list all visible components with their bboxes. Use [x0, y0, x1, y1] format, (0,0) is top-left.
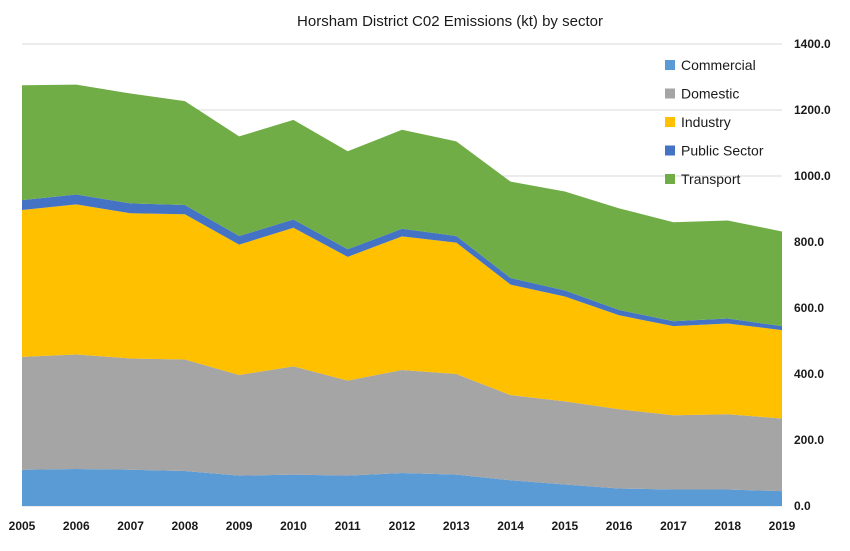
x-tick-label: 2014: [497, 519, 524, 533]
y-tick-label: 1000.0: [794, 169, 831, 183]
area-commercial: [22, 469, 782, 506]
area-industry: [22, 204, 782, 419]
chart-title: Horsham District C02 Emissions (kt) by s…: [297, 13, 603, 30]
x-tick-label: 2005: [9, 519, 36, 533]
legend: Commercial Domestic Industry Public Sector T…: [665, 57, 764, 187]
x-tick-label: 2019: [769, 519, 796, 533]
legend-swatch: [665, 145, 675, 156]
x-tick-label: 2015: [552, 519, 579, 533]
y-tick-label: 400.0: [794, 367, 824, 381]
x-tick-label: 2006: [63, 519, 90, 533]
area-domestic: [22, 354, 782, 492]
x-tick-label: 2012: [389, 519, 416, 533]
x-tick-label: 2009: [226, 519, 253, 533]
x-tick-label: 2013: [443, 519, 470, 533]
x-tick-label: 2008: [172, 519, 199, 533]
y-tick-label: 600.0: [794, 301, 824, 315]
x-tick-label: 2016: [606, 519, 633, 533]
x-axis-ticks: 2005 2006 2007 2008 2009 2010 2011 2012 2013 2014…: [9, 519, 796, 533]
legend-item: Domestic: [665, 86, 739, 102]
y-tick-label: 800.0: [794, 235, 824, 249]
legend-label: Public Sector: [681, 143, 764, 159]
y-tick-label: 0.0: [794, 499, 811, 513]
legend-label: Industry: [681, 114, 731, 130]
legend-item: Transport: [665, 171, 741, 187]
x-tick-label: 2010: [280, 519, 307, 533]
legend-label: Transport: [681, 171, 741, 187]
area-transport: [22, 84, 782, 327]
legend-swatch: [665, 88, 675, 99]
x-tick-label: 2007: [117, 519, 144, 533]
legend-swatch: [665, 117, 675, 127]
legend-item: Commercial: [665, 57, 756, 73]
area-public-sector: [22, 194, 782, 331]
legend-swatch: [665, 174, 675, 184]
y-axis-ticks: 0.0 200.0 400.0 600.0 800.0 1000.0 1200.0 1400.…: [794, 37, 831, 513]
plot-area: [22, 84, 782, 506]
legend-item: Public Sector: [665, 143, 764, 159]
y-tick-label: 1200.0: [794, 103, 831, 117]
legend-label: Commercial: [681, 57, 756, 73]
legend-swatch: [665, 60, 675, 70]
x-tick-label: 2011: [335, 519, 361, 533]
legend-item: Industry: [665, 114, 731, 130]
legend-label: Domestic: [681, 86, 739, 102]
x-tick-label: 2017: [660, 519, 687, 533]
x-tick-label: 2018: [714, 519, 741, 533]
y-tick-label: 1400.0: [794, 37, 831, 51]
y-tick-label: 200.0: [794, 433, 824, 447]
